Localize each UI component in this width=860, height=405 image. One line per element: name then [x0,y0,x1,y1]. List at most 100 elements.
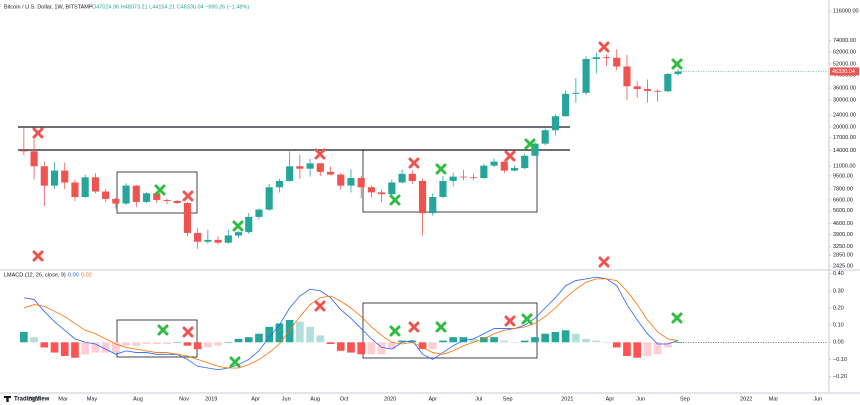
candle-body [602,57,611,59]
candle-body [255,209,263,217]
x-marker [598,41,610,53]
histogram-bar [408,340,417,343]
candle-body [470,177,478,179]
x-marker-stroke [232,220,244,232]
x-marker-stroke [671,312,683,324]
candle-body [480,165,488,179]
y-tick-label: 36000.00 [833,86,856,92]
y-tick-label: 4600.00 [833,221,853,227]
x-marker [154,184,166,196]
x-marker [229,356,241,368]
y-tick-label: 3900.00 [833,232,853,238]
x-marker-stroke [435,163,447,175]
x-marker-stroke [524,138,536,150]
x-marker-stroke [408,321,420,333]
candle-body [357,178,365,188]
histogram-bar [224,342,233,343]
range-box [116,171,198,214]
y-tick-label: 2425.00 [833,263,853,269]
candle-body [592,57,600,59]
x-marker [524,138,536,150]
histogram-bar [101,342,110,353]
histogram-bar [50,342,59,353]
candle-body [194,232,202,242]
histogram-bar [71,342,79,358]
histogram-bar [490,337,498,343]
candle-body [234,232,243,236]
candle-body [296,166,304,169]
candle-body [102,191,110,199]
x-marker [32,127,44,139]
histogram-bar [244,337,253,343]
histogram-bar [60,342,69,356]
x-marker-stroke [408,157,420,169]
candle-body [439,180,447,197]
candle-body [459,176,467,178]
x-marker-stroke [598,41,610,53]
histogram-bar [326,342,335,344]
y-tick-label: 74000.00 [833,38,856,44]
histogram-bar [112,342,120,353]
branding: TradingView [14,397,50,403]
histogram-bar [214,342,222,346]
histogram-bar [531,337,539,343]
x-marker-stroke [32,127,44,139]
x-marker-stroke [504,315,516,327]
histogram-bar [183,342,192,346]
histogram-bar [418,342,427,350]
histogram-bar [357,342,366,355]
x-marker [389,325,401,337]
candle-body [142,193,151,202]
histogram-bar [306,326,314,343]
x-marker [671,58,683,70]
histogram-bar [469,338,478,343]
candle-body [71,182,79,197]
x-marker [157,324,169,336]
candle-body [643,89,651,91]
x-tick-label: Nov [179,396,189,402]
histogram-bar [428,342,437,350]
x-marker [435,321,447,333]
histogram-bar [285,320,294,343]
candle-body [30,151,38,167]
candle-body [490,161,498,166]
candle-body [418,180,427,214]
candle-body [112,198,120,204]
x-tick-label: Sep [503,396,513,402]
x-marker-stroke [229,356,241,368]
histogram-bar [633,342,642,358]
x-marker-stroke [314,148,326,160]
histogram-bar [40,342,49,348]
candle-body [388,182,396,195]
candle-body [367,187,375,193]
legend-value: 0.00 [68,272,79,278]
histogram-bar [541,333,550,343]
x-marker-stroke [671,58,683,70]
x-marker [232,220,244,232]
candle-body [623,66,631,87]
histogram-bar [510,342,519,343]
indicator-title: LMACD (12, 26, close, 9) [4,272,66,278]
x-marker-stroke [389,325,401,337]
candle-body [551,116,559,131]
x-tick-label: Apr [428,396,437,402]
x-marker [521,313,533,325]
candle-body [265,187,273,210]
y-tick-label: 24000.00 [833,112,856,118]
candle-body [132,185,140,202]
histogram-bar [336,342,345,351]
y-tick-label: 9500.00 [833,173,853,179]
y-tick-label: 0.10 [833,323,844,329]
x-tick-label: Mar [58,396,68,402]
histogram-bar [582,338,590,343]
candle-body [214,239,222,243]
histogram-bar [347,342,355,353]
x-marker [435,163,447,175]
range-box [116,319,198,358]
y-tick-label: 62000.00 [833,50,856,56]
candle-body [633,86,641,90]
x-marker-stroke [154,184,166,196]
candle-body [378,192,386,195]
histogram-bar [193,342,202,350]
candle-body [306,163,314,169]
